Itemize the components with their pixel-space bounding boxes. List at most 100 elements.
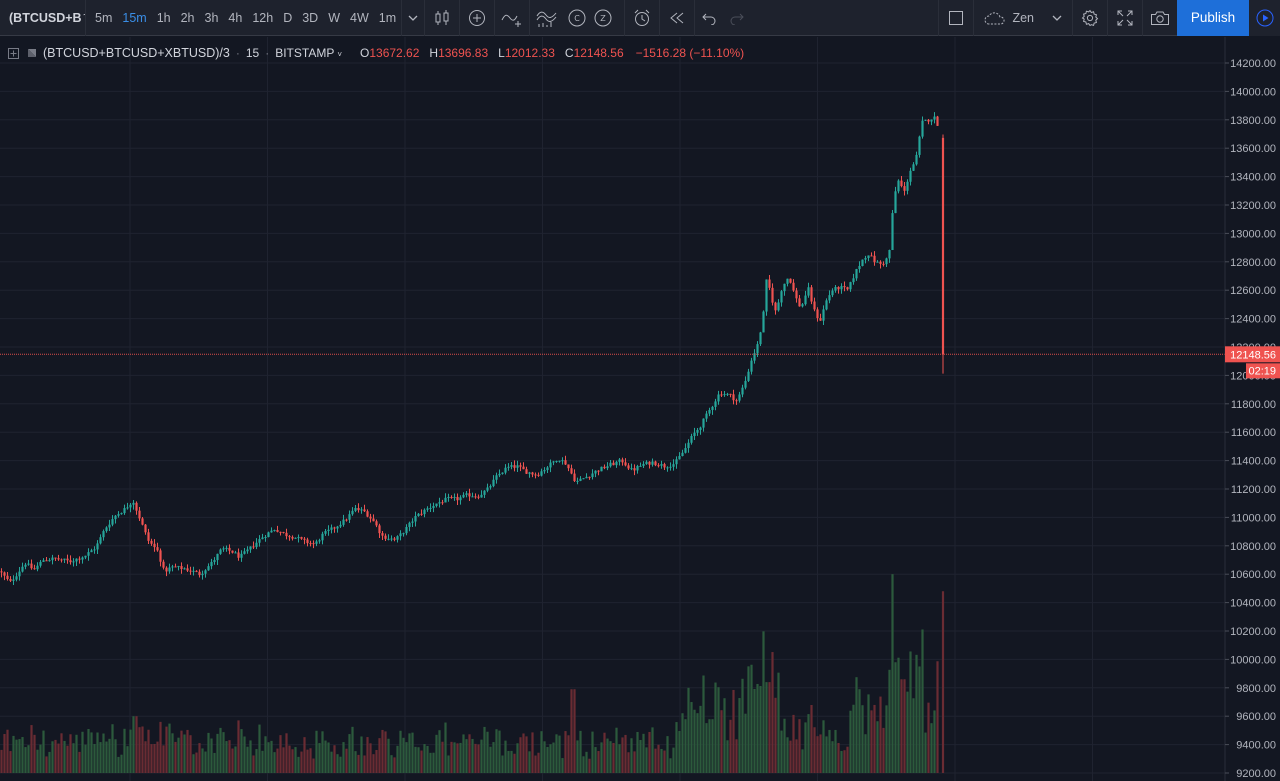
candle-body bbox=[480, 494, 483, 498]
price-tick-label: 12600.00 bbox=[1230, 285, 1276, 297]
candle-body bbox=[156, 547, 159, 551]
candle-body bbox=[228, 547, 231, 551]
volume-bar bbox=[183, 734, 186, 773]
alert-button[interactable] bbox=[625, 0, 659, 36]
candle-body bbox=[714, 401, 717, 407]
select-layout-button[interactable] bbox=[939, 0, 973, 36]
candle-body bbox=[918, 136, 921, 155]
symbol-flag-icon bbox=[28, 49, 36, 57]
candle-body bbox=[108, 524, 111, 528]
fullscreen-button[interactable] bbox=[1108, 0, 1142, 36]
candle-body bbox=[414, 516, 417, 522]
interval-4h[interactable]: 4h bbox=[228, 10, 243, 25]
candle-body bbox=[885, 258, 888, 265]
candle-body bbox=[120, 513, 123, 515]
price-tick-label: 11800.00 bbox=[1231, 399, 1276, 411]
volume-bar bbox=[339, 756, 342, 773]
candle-body bbox=[540, 471, 543, 476]
volume-bar bbox=[360, 736, 363, 773]
volume-bar bbox=[90, 732, 93, 773]
interval-1h[interactable]: 1h bbox=[156, 10, 171, 25]
price-tick-label: 12800.00 bbox=[1230, 257, 1276, 269]
candle-body bbox=[432, 505, 435, 509]
candle-body bbox=[864, 258, 867, 260]
volume-bar bbox=[555, 734, 558, 773]
interval-12h[interactable]: 12h bbox=[252, 10, 274, 25]
gear-icon bbox=[1081, 9, 1099, 26]
financials-button[interactable] bbox=[530, 0, 564, 36]
interval-dropdown-button[interactable] bbox=[402, 0, 424, 36]
settings-button[interactable] bbox=[1073, 0, 1107, 36]
candle-body bbox=[381, 533, 384, 536]
volume-bar bbox=[930, 723, 933, 773]
play-button[interactable] bbox=[1249, 0, 1280, 36]
symbol-search-button[interactable]: (BTCUSD+B ˜ bbox=[0, 0, 86, 36]
candle-body bbox=[321, 533, 324, 541]
candle-body bbox=[600, 466, 603, 472]
volume-bar bbox=[516, 743, 519, 773]
compare-button[interactable] bbox=[460, 0, 494, 36]
interval-1m[interactable]: 1m bbox=[378, 10, 397, 25]
volume-bar bbox=[180, 730, 183, 773]
candle-body bbox=[627, 465, 630, 469]
volume-bar bbox=[348, 734, 351, 773]
legend-exchange[interactable]: BITSTAMP ˅ bbox=[275, 46, 342, 60]
volume-bar bbox=[411, 732, 414, 773]
interval-w[interactable]: W bbox=[328, 10, 341, 25]
volume-bar bbox=[240, 729, 243, 773]
chart-type-button[interactable] bbox=[425, 0, 459, 36]
c-button[interactable]: C bbox=[564, 0, 590, 36]
candle-body bbox=[57, 558, 60, 560]
candle-body bbox=[198, 571, 201, 576]
price-tick-label: 9800.00 bbox=[1236, 683, 1276, 695]
interval-d[interactable]: D bbox=[283, 10, 293, 25]
candle-body bbox=[888, 250, 891, 259]
candle-body bbox=[870, 255, 873, 257]
replay-button[interactable] bbox=[660, 0, 694, 36]
candle-body bbox=[630, 468, 633, 470]
z-button[interactable]: Z bbox=[590, 0, 616, 36]
volume-bar bbox=[630, 738, 633, 773]
volume-bar bbox=[747, 666, 750, 773]
interval-4w[interactable]: 4W bbox=[350, 10, 369, 25]
volume-bar bbox=[864, 734, 867, 773]
expand-icon[interactable] bbox=[8, 47, 19, 59]
volume-bar bbox=[48, 751, 51, 773]
interval-3d[interactable]: 3D bbox=[302, 10, 319, 25]
separator bbox=[694, 0, 696, 36]
candle-body bbox=[270, 530, 273, 533]
candle-body bbox=[636, 465, 639, 471]
volume-bar bbox=[708, 719, 711, 773]
snapshot-button[interactable] bbox=[1143, 0, 1177, 36]
candle-body bbox=[582, 478, 585, 480]
indicators-button[interactable] bbox=[495, 0, 529, 36]
interval-15m[interactable]: 15m bbox=[122, 10, 147, 25]
candle-body bbox=[273, 530, 276, 532]
candle-body bbox=[396, 536, 399, 540]
publish-button[interactable]: Publish bbox=[1177, 0, 1249, 36]
interval-2h[interactable]: 2h bbox=[180, 10, 195, 25]
candle-body bbox=[525, 469, 528, 474]
undo-button[interactable] bbox=[695, 0, 723, 36]
redo-button[interactable] bbox=[723, 0, 751, 36]
volume-bar bbox=[507, 750, 510, 773]
candle-body bbox=[234, 552, 237, 554]
candle-body bbox=[162, 561, 165, 568]
financials-icon bbox=[536, 11, 557, 27]
legend-symbol[interactable]: (BTCUSD+BTCUSD+XBTUSD)/3 bbox=[43, 46, 230, 60]
volume-bar bbox=[12, 735, 15, 773]
last-price-label: 12148.56 bbox=[1230, 349, 1276, 361]
volume-bar bbox=[423, 744, 426, 773]
interval-5m[interactable]: 5m bbox=[95, 10, 113, 25]
price-chart[interactable]: 9200.00 9400.00 9600.00 9800.00 10000.00 1020… bbox=[0, 37, 1280, 781]
candle-body bbox=[828, 295, 831, 301]
interval-3h[interactable]: 3h bbox=[204, 10, 219, 25]
volume-bar bbox=[888, 669, 891, 773]
layout-menu-button[interactable]: Zen bbox=[974, 0, 1072, 36]
candle-body bbox=[42, 560, 45, 562]
volume-bar bbox=[210, 738, 213, 773]
candle-body bbox=[261, 537, 264, 540]
volume-bar bbox=[654, 748, 657, 773]
volume-bar bbox=[615, 727, 618, 773]
candle-body bbox=[699, 427, 702, 430]
